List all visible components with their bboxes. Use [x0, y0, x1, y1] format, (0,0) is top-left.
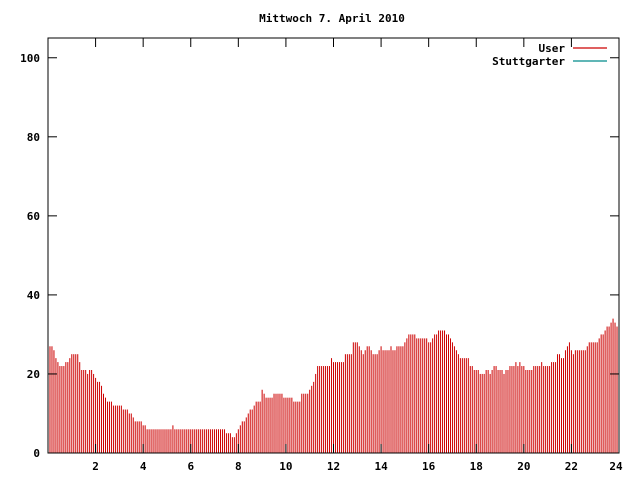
x-tick-label: 24 — [609, 460, 623, 473]
y-tick-label: 80 — [27, 131, 40, 144]
x-tick-label: 22 — [565, 460, 578, 473]
legend: User Stuttgarter — [492, 42, 607, 68]
y-tick-label: 100 — [20, 52, 40, 65]
x-tick-label: 2 — [92, 460, 99, 473]
x-tick-label: 10 — [279, 460, 292, 473]
x-tick-label: 4 — [140, 460, 147, 473]
x-tick-label: 20 — [517, 460, 530, 473]
y-tick-label: 20 — [27, 368, 40, 381]
x-tick-label: 12 — [327, 460, 340, 473]
y-tick-label: 0 — [33, 447, 40, 460]
legend-label-stuttgarter: Stuttgarter — [492, 55, 565, 68]
x-tick-label: 14 — [374, 460, 388, 473]
bars-group — [49, 318, 620, 453]
y-axis: 0 20 40 60 80 100 — [20, 52, 619, 460]
x-axis: 2 4 6 8 10 12 14 16 18 20 22 24 — [92, 38, 623, 473]
x-tick-label: 8 — [235, 460, 242, 473]
y-tick-label: 60 — [27, 210, 40, 223]
legend-label-user: User — [539, 42, 566, 55]
y-tick-label: 40 — [27, 289, 40, 302]
x-tick-label: 16 — [422, 460, 436, 473]
x-tick-label: 6 — [187, 460, 194, 473]
x-tick-label: 18 — [470, 460, 483, 473]
chart-title: Mittwoch 7. April 2010 — [259, 12, 405, 25]
